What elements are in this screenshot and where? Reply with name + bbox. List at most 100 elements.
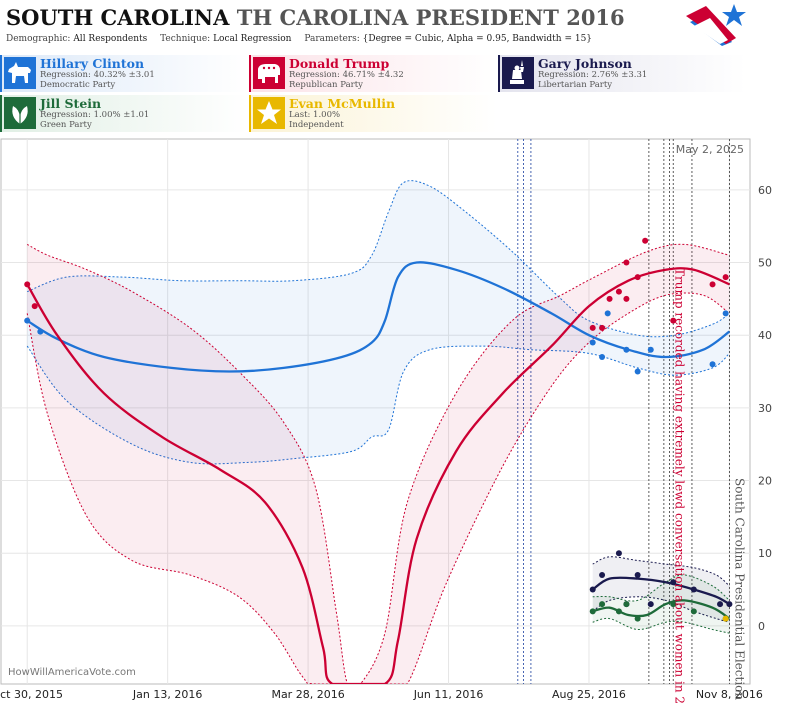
poll-point [615,608,622,615]
confidence-band [27,180,730,464]
statue-of-liberty-icon [502,57,534,89]
candidate-stat: Regression: 1.00% ±1.01 [40,110,150,120]
candidate-name: Donald Trump [289,56,390,71]
poll-point [722,615,729,622]
parameters-label: Parameters: [304,34,360,44]
poll-point [709,281,716,288]
poll-point [623,259,630,266]
poll-point [670,601,677,608]
lower-bound-line [26,292,730,684]
poll-point [599,354,606,360]
x-tick-label: Aug 25, 2016 [552,688,626,701]
poll-point [634,368,641,375]
poll-chart: 0 10 20 30 40 50 60 Oct 30, 2015 Jan 13, 2016 Mar… [0,138,772,704]
y-tick-label: 0 [758,620,765,633]
poll-point [709,361,716,368]
legend-hillary-clinton: Hillary Clinton Regression: 40.32% ±3.01… [0,55,248,92]
poll-point [606,295,613,302]
technique-value: Local Regression [213,34,292,44]
poll-point [670,579,677,586]
parameters-value: {Degree = Cubic, Alpha = 0.95, Bandwidth… [362,34,593,44]
candidate-stat: Regression: 40.32% ±3.01 [40,70,155,80]
upper-bound-line [592,574,730,602]
y-tick-label: 50 [758,257,772,270]
poll-point [589,586,596,593]
demographic-value: All Respondents [73,34,148,44]
plot-content [24,139,733,684]
poll-point [589,324,596,331]
upper-bound-line [27,180,730,338]
poll-point [670,317,677,324]
trend-line [592,576,730,606]
chart-header: SOUTH CAROLINA TH CAROLINA PRESIDENT 201… [0,0,789,50]
y-tick-label: 30 [758,402,772,415]
candidate-party: Libertarian Party [538,80,613,90]
legend-gary-johnson: Gary Johnson Regression: 2.76% ±3.31 Lib… [498,55,746,92]
poll-point [623,295,630,302]
y-tick-label: 20 [758,475,772,488]
poll-point [647,346,654,353]
candidate-name: Gary Johnson [538,56,632,71]
technique-label: Technique: [160,34,211,44]
y-tick-label: 40 [758,329,772,342]
site-credit: HowWillAmericaVote.com [8,667,136,678]
x-tick-label: Nov 8, 2016 [696,688,763,701]
poll-point [589,339,596,346]
x-tick-label: Jan 13, 2016 [132,688,202,701]
event-annotation: South Carolina Presidential Election [732,478,746,700]
trend-line [26,267,730,684]
poll-point [722,310,729,317]
poll-point [717,601,724,608]
confidence-band [27,244,730,684]
confidence-band [592,556,730,623]
poll-point [642,237,649,244]
candidate-stat: Regression: 2.76% ±3.31 [538,70,648,80]
parameters-line: Demographic: All Respondents Technique: … [6,34,592,44]
poll-point [24,317,31,324]
leaf-icon [4,97,36,129]
lower-bound-line [592,617,730,634]
y-tick-label: 60 [758,184,772,197]
poll-point [690,586,697,593]
star-icon [253,97,285,129]
legend-evan-mcmullin: Evan McMullin Last: 1.00% Independent [249,95,497,132]
donkey-icon [4,57,36,89]
x-tick-label: Mar 28, 2016 [271,688,344,701]
candidate-stat: Regression: 46.71% ±4.32 [289,70,404,80]
candidate-party: Democratic Party [40,80,116,90]
poll-point [690,608,697,615]
poll-point [647,601,654,608]
poll-point [615,550,622,557]
poll-point [634,274,641,281]
legend-jill-stein: Jill Stein Regression: 1.00% ±1.01 Green… [0,95,248,132]
demographic-label: Demographic: [6,34,71,44]
page-title: SOUTH CAROLINA TH CAROLINA PRESIDENT 201… [6,5,625,30]
poll-point [623,601,630,608]
site-logo [686,4,746,46]
poll-point [634,615,641,622]
trend-line [592,599,731,620]
candidate-party: Independent [289,120,344,130]
x-tick-label: Oct 30, 2015 [0,688,63,701]
candidate-party: Green Party [40,120,92,130]
date-label: May 2, 2025 [676,143,744,156]
lower-bound-line [592,596,730,623]
title-state: SOUTH CAROLINA [6,5,230,30]
poll-point [31,303,38,310]
candidate-name: Jill Stein [40,96,102,111]
candidate-stat: Last: 1.00% [289,110,341,120]
poll-point [589,608,596,615]
x-tick-label: Jun 11, 2016 [413,688,484,701]
poll-point [722,274,729,281]
poll-point [599,324,606,331]
elephant-icon [253,57,285,89]
candidate-name: Evan McMullin [289,96,396,111]
candidate-party: Republican Party [289,80,363,90]
poll-point [634,572,641,578]
poll-point [726,601,733,608]
poll-point [37,328,44,335]
poll-point [604,310,611,317]
poll-point [615,288,622,295]
title-rest: TH CAROLINA PRESIDENT 2016 [236,5,625,30]
candidate-name: Hillary Clinton [40,56,145,71]
